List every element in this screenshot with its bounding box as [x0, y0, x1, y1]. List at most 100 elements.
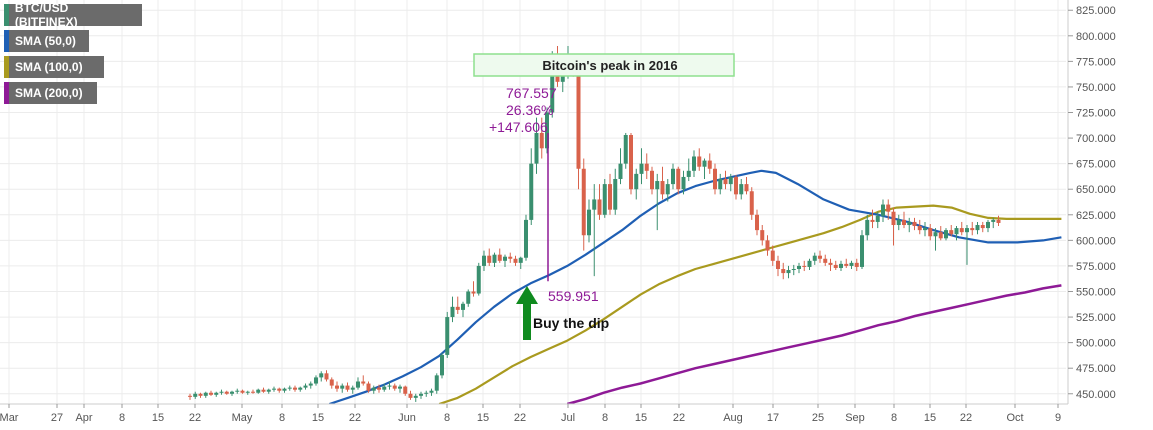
candle-up	[230, 390, 234, 396]
candle-up	[203, 391, 208, 398]
time-tick-label: 15	[924, 412, 936, 424]
legend-item-sma100[interactable]: SMA (100,0)	[4, 56, 104, 78]
candle-down	[198, 392, 203, 398]
time-tick-label: 15	[152, 412, 164, 424]
price-axis[interactable]: 450.000 475.000 500.000 525.000 550.000 575.0…	[1067, 0, 1116, 404]
price-tick-label: 750.000	[1076, 82, 1116, 94]
candle-down	[508, 252, 513, 263]
legend-item-sma200[interactable]: SMA (200,0)	[4, 82, 97, 104]
candle-up	[718, 173, 723, 195]
measure-label-3: +147.606	[489, 119, 548, 135]
candle-down	[676, 166, 681, 195]
legend-item-btcusd[interactable]: BTC/USD (BITFINEX)	[4, 1, 142, 29]
candle-body	[629, 135, 633, 190]
candle-body	[975, 225, 980, 231]
candle-down	[629, 132, 633, 195]
candle-up	[812, 252, 817, 265]
price-tick-label: 600.000	[1076, 235, 1116, 247]
candle-down	[818, 250, 822, 263]
candle-up	[214, 391, 219, 397]
candle-down	[277, 387, 282, 393]
legend-label-btcusd: BTC/USD (BITFINEX)	[14, 1, 78, 29]
candle-down	[650, 166, 654, 195]
candle-body	[938, 232, 943, 239]
candle-body	[440, 354, 444, 376]
measure-label-1: 767.557	[506, 85, 557, 101]
candle-body	[744, 184, 749, 192]
candle-down	[996, 215, 1001, 227]
candle-body	[613, 178, 618, 210]
time-tick-label: 15	[477, 412, 489, 424]
candle-body	[770, 250, 775, 261]
candle-down	[744, 176, 749, 195]
time-tick-label: Sep	[845, 412, 865, 424]
candle-body	[886, 204, 891, 212]
legend-item-sma50[interactable]: SMA (50,0)	[4, 30, 89, 52]
candle-down	[335, 381, 339, 392]
candle-up	[797, 262, 801, 274]
price-tick-label: 575.000	[1076, 261, 1116, 273]
candle-up	[665, 178, 670, 202]
candle-down	[329, 377, 334, 389]
time-tick-label: 8	[891, 412, 897, 424]
candle-body	[954, 228, 959, 235]
candle-up	[807, 258, 812, 271]
candle-body	[776, 260, 780, 269]
candle-down	[324, 370, 329, 382]
candle-up	[702, 158, 707, 179]
candle-up	[387, 381, 392, 390]
candle-body	[739, 184, 744, 195]
time-axis[interactable]: Mar 27 Apr 8 15 22 May 8 15 22 Jun 8 15 22 Jul 8 15 22 Aug…	[0, 403, 1068, 430]
candle-up	[340, 383, 345, 393]
candle-body	[298, 387, 303, 390]
candle-body	[345, 385, 350, 390]
time-tick-label: 8	[444, 412, 450, 424]
price-tick-label: 475.000	[1076, 363, 1116, 375]
candle-body	[350, 387, 355, 390]
candle-up	[655, 173, 660, 231]
candle-down	[539, 117, 544, 159]
candle-up	[219, 389, 224, 395]
candle-body	[497, 254, 502, 261]
candle-down	[377, 384, 381, 393]
candle-body	[240, 390, 245, 393]
dip-arrow-shaft	[523, 302, 531, 340]
candle-up	[492, 252, 497, 267]
sma-100-layer	[438, 204, 1062, 406]
candle-down	[870, 209, 875, 229]
candle-up	[786, 265, 791, 279]
candle-body	[797, 265, 801, 269]
candle-down	[392, 383, 397, 391]
time-tick-label: 8	[119, 412, 125, 424]
candle-body	[592, 199, 597, 210]
candle-down	[734, 174, 738, 200]
candle-body	[482, 255, 486, 266]
candle-up	[476, 262, 481, 296]
candle-body	[602, 184, 607, 215]
candle-body	[534, 132, 539, 164]
price-tick-label: 675.000	[1076, 159, 1116, 171]
candle-up	[308, 381, 313, 389]
candle-up	[907, 217, 912, 233]
candle-up	[524, 214, 528, 261]
candle-up	[986, 219, 990, 233]
candle-body	[424, 392, 429, 394]
candle-down	[902, 211, 906, 229]
candle-body	[340, 385, 345, 389]
peak-annotation-label: Bitcoin's peak in 2016	[542, 58, 677, 73]
candle-down	[576, 61, 581, 190]
candle-body	[487, 255, 492, 263]
candle-body	[219, 391, 224, 393]
candle-down	[823, 254, 828, 266]
candle-up	[461, 301, 465, 318]
candle-down	[224, 390, 229, 395]
candle-body	[193, 393, 198, 397]
candle-body	[833, 264, 838, 268]
candle-down	[959, 221, 964, 236]
candle-body	[634, 173, 639, 190]
candle-body	[518, 257, 523, 263]
candle-body	[503, 256, 507, 261]
sma-200-layer	[566, 284, 1062, 406]
price-tick-label: 775.000	[1076, 56, 1116, 68]
